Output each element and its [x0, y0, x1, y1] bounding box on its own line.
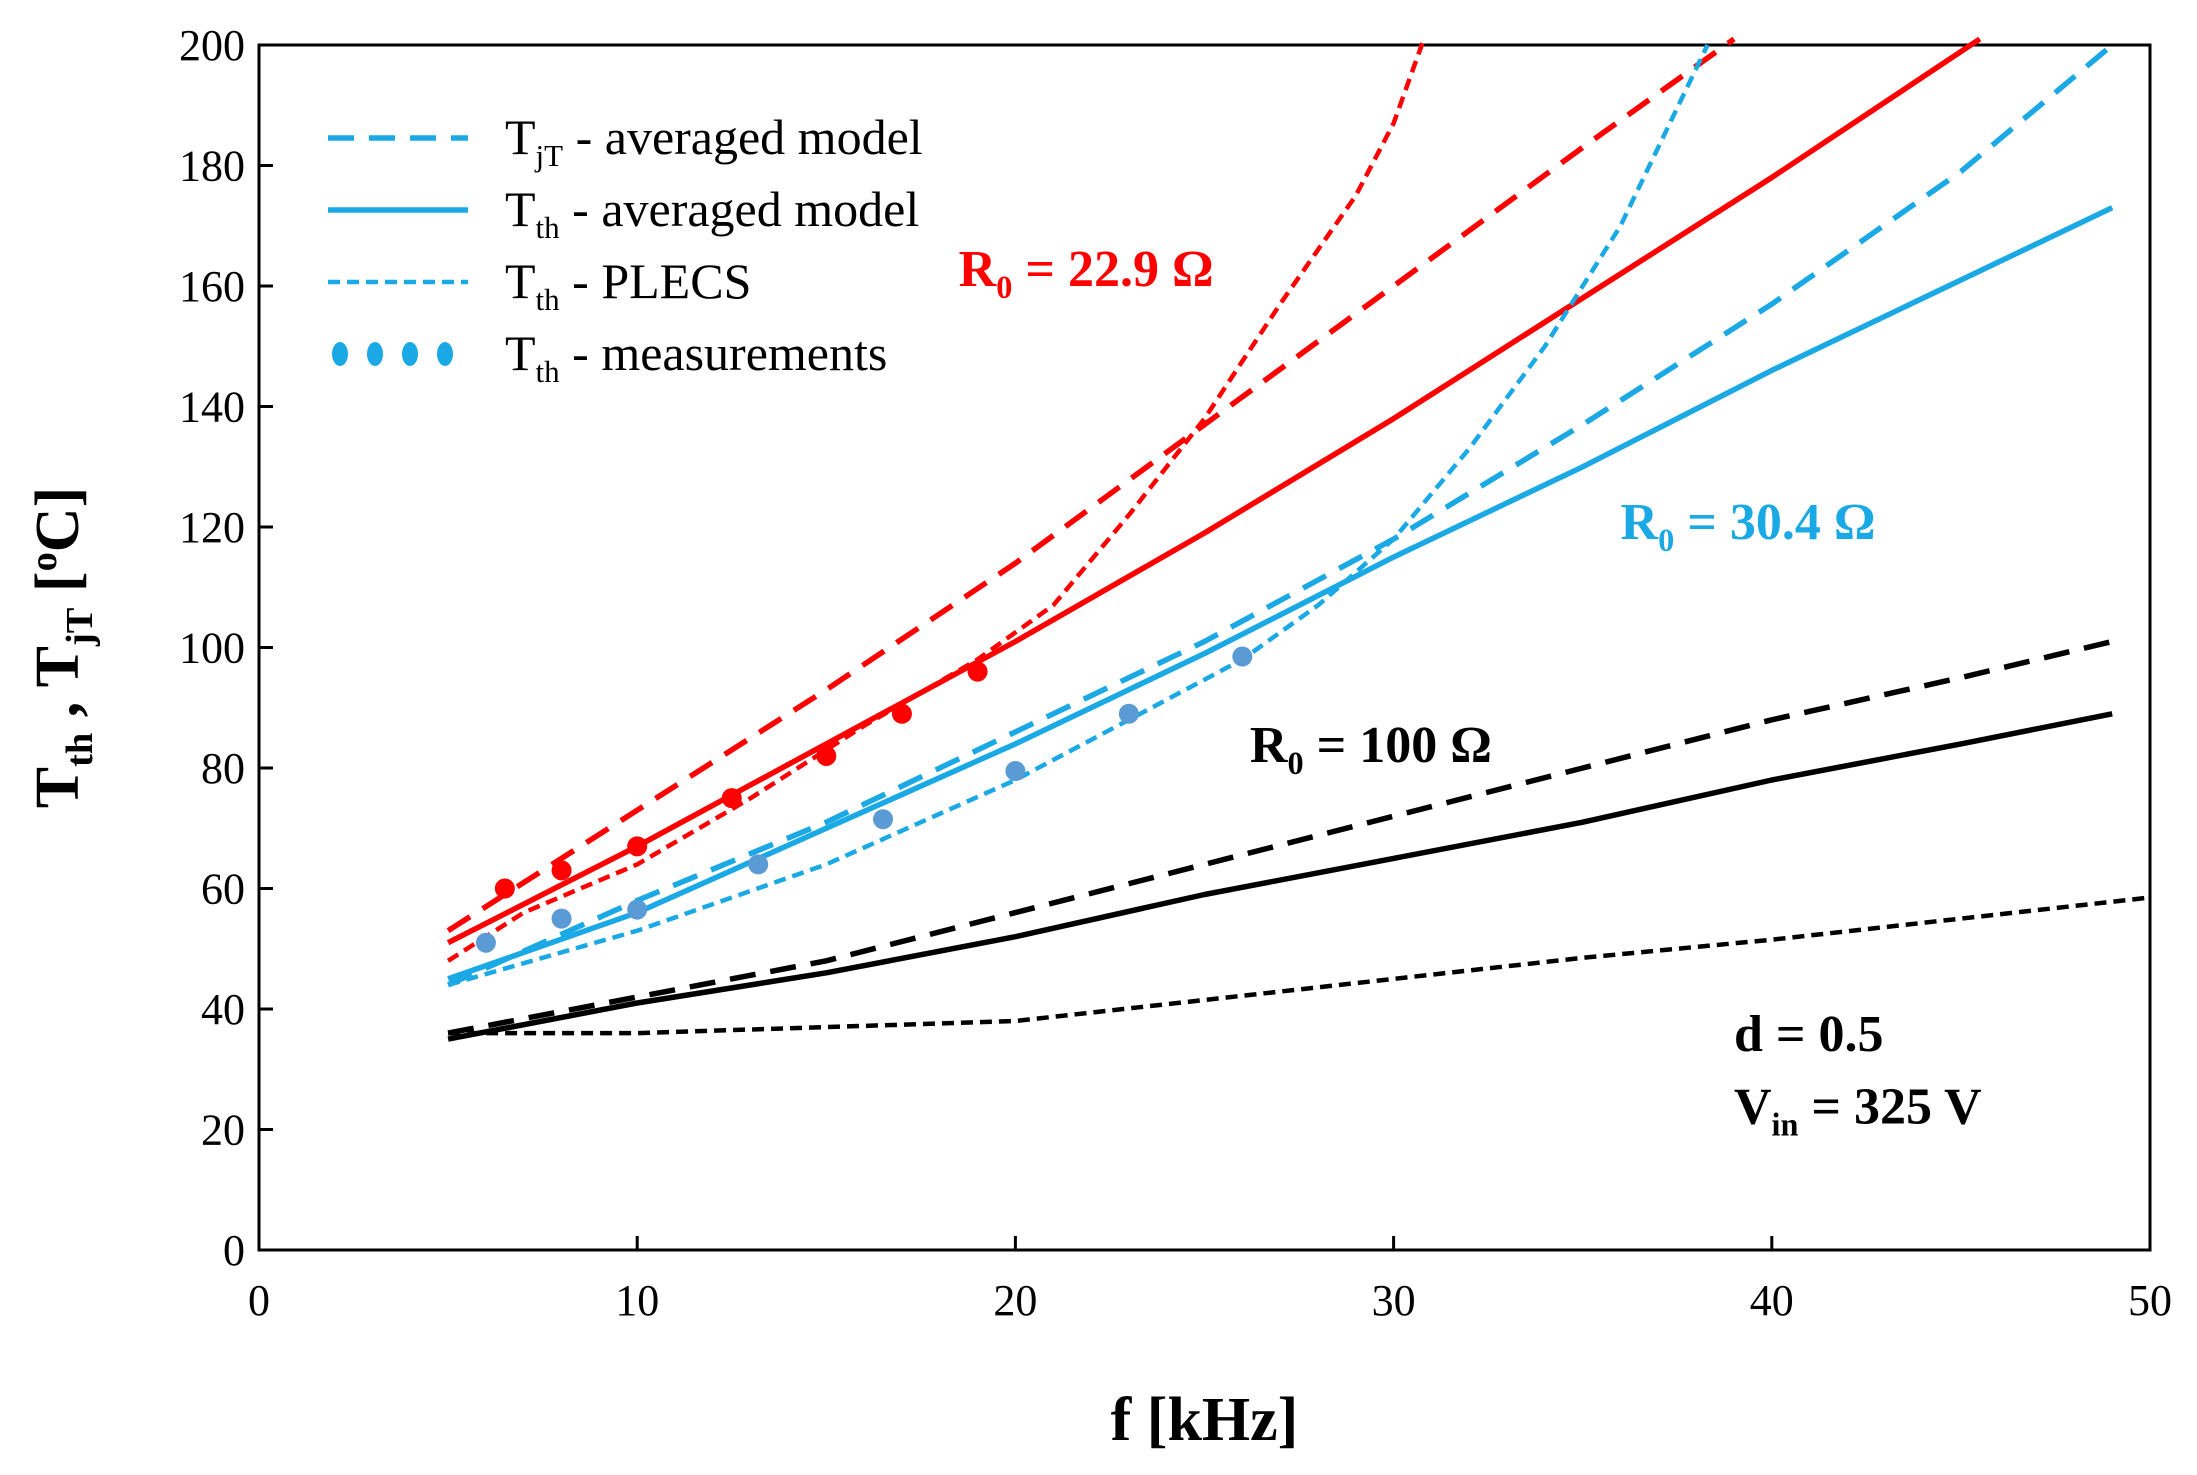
x-tick-label: 30: [1372, 1276, 1416, 1325]
annotation-2-rest: = 100 Ω: [1304, 717, 1492, 774]
y-tick-label: 120: [179, 503, 245, 552]
series-line-dashed-4: [446, 42, 2114, 988]
series-line-dashed-0: [446, 36, 1736, 934]
x-tick-label: 20: [993, 1276, 1037, 1325]
annotation-3-main: d = 0.5: [1734, 1006, 1884, 1063]
annotation-0-sub: 0: [996, 269, 1012, 305]
legend-entry-2-rest: - PLECS: [560, 253, 752, 309]
legend-entry-3-rest: - measurements: [560, 325, 888, 381]
y-tick-label: 140: [179, 383, 245, 432]
series-markers-7: [475, 646, 1253, 953]
legend-marker-dot: [402, 342, 418, 366]
legend-marker-dot: [332, 342, 348, 366]
annotation-4-sub: in: [1772, 1106, 1799, 1142]
annotation-1-rest: = 30.4 Ω: [1674, 494, 1875, 551]
series-layer: [446, 36, 2151, 1042]
series-line-dotted-10: [448, 895, 2151, 1036]
y-tick-label: 180: [179, 142, 245, 191]
legend-marker-dot: [437, 342, 453, 366]
data-point: [494, 878, 515, 899]
data-point: [551, 908, 572, 929]
legend-entry-3-main: T: [505, 325, 536, 381]
legend-entry-2-sub: th: [536, 282, 561, 317]
legend-marker-dot: [367, 342, 383, 366]
data-point: [721, 788, 742, 809]
data-point: [1232, 646, 1253, 667]
data-point: [748, 854, 769, 875]
y-tick-label: 100: [179, 624, 245, 673]
annotations: R0 = 22.9 ΩR0 = 30.4 ΩR0 = 100 Ωd = 0.5V…: [959, 241, 1982, 1142]
annotation-2-sub: 0: [1287, 745, 1303, 781]
x-tick-label: 0: [248, 1276, 270, 1325]
legend-entry-3: Tth - measurements: [505, 325, 887, 389]
annotation-0: R0 = 22.9 Ω: [959, 241, 1214, 305]
legend-entry-1-main: T: [505, 181, 536, 237]
legend-entry-0: TjT - averaged model: [505, 109, 923, 173]
y-axis-label: Tth , TjT [oC]: [23, 487, 101, 808]
series-line-dotted-2: [446, 38, 1427, 963]
y-tick-label: 200: [179, 21, 245, 70]
annotation-0-main: R: [959, 241, 998, 298]
legend-entry-1: Tth - averaged model: [505, 181, 919, 245]
x-axis-label: f [kHz]: [1111, 1386, 1299, 1454]
data-point: [873, 809, 894, 830]
y-tick-label: 60: [201, 865, 245, 914]
y-label-sub-jt: jT: [59, 607, 101, 647]
y-label-unit: C]: [24, 487, 92, 552]
data-point: [627, 836, 648, 857]
y-tick-label: 40: [201, 985, 245, 1034]
y-tick-label: 0: [223, 1226, 245, 1275]
y-tick-label: 20: [201, 1106, 245, 1155]
y-label-sub-th: th: [59, 733, 101, 767]
legend-entry-0-rest: - averaged model: [563, 109, 923, 165]
series-line-dashed-8: [447, 638, 2113, 1036]
y-tick-label: 160: [179, 262, 245, 311]
annotation-3: d = 0.5: [1734, 1006, 1884, 1063]
data-point: [967, 661, 988, 682]
series-line-solid-5: [447, 205, 2114, 982]
annotation-4-rest: = 325 V: [1798, 1078, 1981, 1135]
data-point: [1005, 761, 1026, 782]
data-point: [627, 899, 648, 920]
y-tick-label: 80: [201, 744, 245, 793]
annotation-2: R0 = 100 Ω: [1250, 717, 1492, 781]
y-label-bracket: [: [24, 571, 92, 607]
annotation-0-rest: = 22.9 Ω: [1012, 241, 1213, 298]
y-label-t1: T: [24, 767, 92, 808]
series-line-dotted-6: [447, 44, 1710, 988]
series-markers-3: [494, 661, 988, 899]
x-tick-label: 40: [1750, 1276, 1794, 1325]
y-label-sup-o: o: [23, 552, 65, 571]
data-point: [475, 932, 496, 953]
annotation-1-main: R: [1621, 494, 1660, 551]
data-point: [551, 860, 572, 881]
data-point: [816, 745, 837, 766]
annotation-1: R0 = 30.4 Ω: [1621, 494, 1876, 558]
legend-entry-1-rest: - averaged model: [560, 181, 920, 237]
legend-entry-0-main: T: [505, 109, 536, 165]
annotation-4: Vin = 325 V: [1734, 1078, 1982, 1142]
series-line-solid-9: [447, 711, 2113, 1042]
legend-entry-2: Tth - PLECS: [505, 253, 751, 317]
legend-entry-1-sub: th: [536, 210, 561, 245]
x-tick-label: 10: [615, 1276, 659, 1325]
data-point: [1118, 703, 1139, 724]
y-label-sep: , T: [24, 646, 92, 733]
annotation-1-sub: 0: [1658, 522, 1674, 558]
annotation-2-main: R: [1250, 717, 1289, 774]
axes: 0 20 40 60 80 100 120 140 160 180 200 0 10 20 30 40 50 f …: [23, 21, 2172, 1454]
series-line-solid-1: [446, 36, 1982, 946]
legend-entry-0-sub: jT: [535, 138, 564, 173]
legend-entry-2-main: T: [505, 253, 536, 309]
legend-entry-3-sub: th: [536, 354, 561, 389]
data-point: [891, 703, 912, 724]
x-tick-label: 50: [2128, 1276, 2172, 1325]
annotation-4-main: V: [1734, 1078, 1772, 1135]
